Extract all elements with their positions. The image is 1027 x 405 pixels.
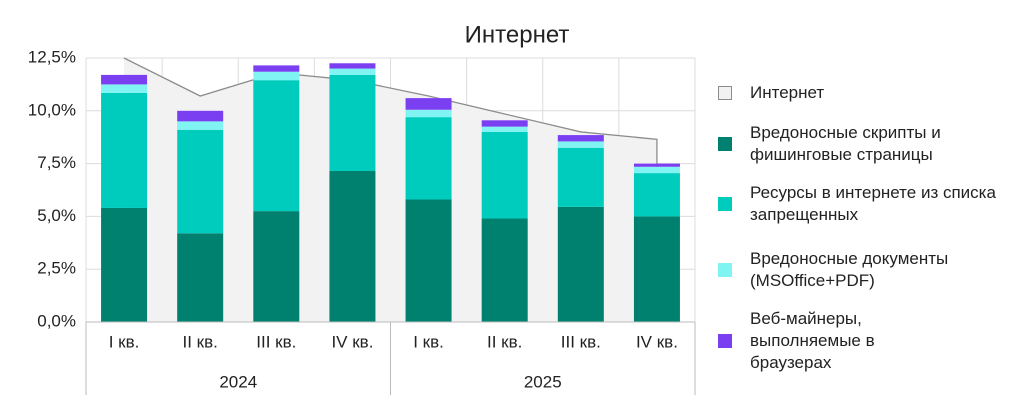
legend-item: Интернет [718, 82, 1012, 104]
bar-segment [177, 233, 224, 322]
x-tick-label: I кв. [109, 332, 140, 351]
legend-item: Вредоносные документы (MSOffice+PDF) [718, 248, 1012, 292]
legend-item: Вредоносные скрипты и фишинговые страниц… [718, 122, 1012, 166]
y-tick-label: 12,5% [28, 47, 76, 66]
bar-segment [481, 218, 528, 322]
legend-swatch [718, 334, 732, 348]
legend-label: Вредоносные скрипты и фишинговые страниц… [750, 123, 941, 164]
bar-segment [405, 199, 452, 322]
y-tick-label: 0,0% [37, 311, 76, 330]
legend-item: Веб-майнеры, выполняемые в браузерах [718, 308, 950, 374]
bar-segment [329, 63, 376, 69]
legend-label: Интернет [750, 83, 825, 102]
bar-segment [633, 163, 680, 167]
bar-segment [101, 92, 148, 208]
bar-segment [101, 207, 148, 322]
bar-segment [557, 147, 604, 207]
legend-label: Веб-майнеры, выполняемые в браузерах [750, 309, 875, 372]
x-tick-label: II кв. [487, 332, 522, 351]
bar-segment [329, 74, 376, 171]
bar-segment [101, 74, 148, 85]
bar-segment [177, 121, 224, 130]
group-label: 2024 [219, 372, 257, 391]
bar-segment [633, 216, 680, 322]
bar-segment [481, 120, 528, 127]
chart-title: Интернет [465, 21, 570, 48]
legend-label: Ресурсы в интернете из списка запрещенны… [750, 183, 996, 224]
bar-segment [101, 84, 148, 93]
x-tick-label: I кв. [413, 332, 444, 351]
y-tick-label: 10,0% [28, 100, 76, 119]
y-tick-label: 7,5% [37, 153, 76, 172]
bar-segment [481, 126, 528, 132]
x-tick-label: III кв. [256, 332, 296, 351]
legend-item: Ресурсы в интернете из списка запрещенны… [718, 182, 1012, 226]
bar-segment [177, 129, 224, 234]
y-tick-label: 2,5% [37, 259, 76, 278]
bar-segment [557, 135, 604, 142]
bar-segment [557, 206, 604, 322]
legend-swatch [718, 86, 732, 100]
bar-segment [177, 110, 224, 122]
bar-segment [405, 109, 452, 118]
legend-swatch [718, 137, 732, 151]
bar-segment [329, 68, 376, 75]
bar-segment [253, 65, 300, 72]
bar-segment [481, 131, 528, 219]
bar-segment [253, 80, 300, 212]
legend-label: Вредоносные документы (MSOffice+PDF) [750, 249, 949, 290]
legend-swatch [718, 197, 732, 211]
bar-segment [405, 98, 452, 110]
x-tick-label: II кв. [183, 332, 218, 351]
x-tick-label: III кв. [561, 332, 601, 351]
bar-segment [253, 71, 300, 81]
bar-segment [253, 211, 300, 322]
legend-swatch [718, 263, 732, 277]
x-tick-label: IV кв. [331, 332, 373, 351]
area-line [123, 57, 658, 322]
bar-segment [633, 173, 680, 217]
bar-segment [557, 141, 604, 148]
bar-segment [633, 166, 680, 174]
bar-segment [329, 170, 376, 322]
group-label: 2025 [524, 372, 562, 391]
bar-segment [405, 117, 452, 200]
y-tick-label: 5,0% [37, 206, 76, 225]
x-tick-label: IV кв. [636, 332, 678, 351]
